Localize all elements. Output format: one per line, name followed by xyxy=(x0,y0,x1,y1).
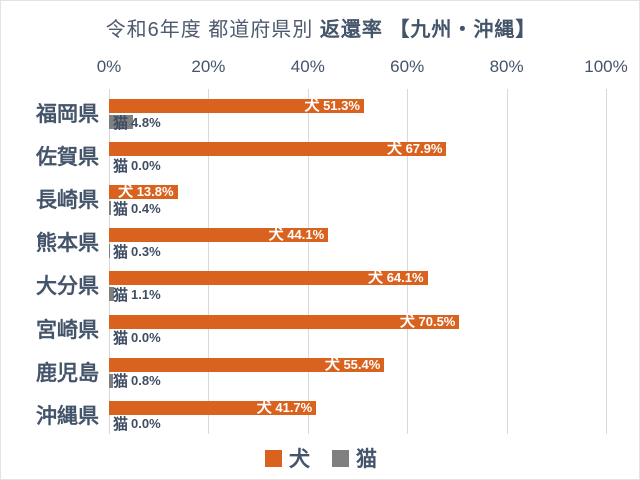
dog-bar: 犬 13.8% xyxy=(109,183,178,201)
cat-value-label: 猫 0.0% xyxy=(113,157,161,175)
cat-value-label: 猫 0.3% xyxy=(113,243,161,261)
dog-value-label: 犬 51.3% xyxy=(304,97,360,114)
dog-bar: 犬 70.5% xyxy=(109,312,460,330)
dog-value-label: 犬 67.9% xyxy=(386,140,443,158)
dog-bar: 犬 44.1% xyxy=(109,226,329,244)
cat-value-label: 猫 0.4% xyxy=(113,200,161,218)
dog-bar: 犬 67.9% xyxy=(109,140,447,158)
category-label: 福岡県 xyxy=(36,103,99,126)
cat-value-label: 猫 0.0% xyxy=(113,330,161,347)
gridline xyxy=(606,89,607,434)
legend-item-cat: 猫 xyxy=(332,443,377,473)
dog-bar: 犬 64.1% xyxy=(109,269,428,287)
cat-value-label: 猫 4.8% xyxy=(113,114,161,132)
x-axis-tick-label: 80% xyxy=(489,57,524,76)
cat-value-label: 猫 0.0% xyxy=(113,416,161,434)
legend-label-cat: 猫 xyxy=(356,448,377,471)
chart-title-regular: 令和6年度 都道府県別 xyxy=(105,19,320,41)
dog-bar: 犬 51.3% xyxy=(109,97,364,114)
x-axis-tick-label: 0% xyxy=(96,57,122,76)
cat-value-label: 猫 0.8% xyxy=(113,373,161,391)
legend-swatch-dog xyxy=(265,449,282,467)
cat-bar xyxy=(109,373,113,388)
category-label: 熊本県 xyxy=(36,232,99,256)
gridline xyxy=(407,89,409,434)
x-axis-tick-label: 100% xyxy=(584,57,628,76)
x-axis-tick-label: 40% xyxy=(290,57,325,76)
x-axis-tick-label: 60% xyxy=(390,57,425,76)
gridline xyxy=(109,89,110,434)
legend-swatch-cat xyxy=(332,449,349,467)
dog-value-label: 犬 55.4% xyxy=(324,355,381,373)
dog-bar: 犬 55.4% xyxy=(109,355,385,373)
category-label: 沖縄県 xyxy=(36,404,99,428)
x-axis-tick-label: 20% xyxy=(191,57,226,76)
cat-bar xyxy=(109,244,111,259)
chart-title: 令和6年度 都道府県別 返還率 【九州・沖縄】 xyxy=(1,13,639,42)
cat-bar xyxy=(109,201,111,216)
legend-item-dog: 犬 xyxy=(265,443,310,473)
cat-bar xyxy=(109,115,133,129)
legend: 犬猫 xyxy=(1,443,639,473)
category-label: 宮崎県 xyxy=(36,318,99,342)
chart-title-emphasis: 返還率 【九州・沖縄】 xyxy=(319,19,537,41)
dog-value-label: 犬 13.8% xyxy=(118,183,174,201)
category-label: 大分県 xyxy=(36,275,99,299)
gridline xyxy=(208,89,210,434)
cat-value-label: 猫 1.1% xyxy=(113,286,161,304)
dog-value-label: 犬 64.1% xyxy=(368,269,424,287)
category-label: 佐賀県 xyxy=(36,146,99,170)
dog-bar: 犬 41.7% xyxy=(109,398,317,416)
gridline xyxy=(307,89,309,434)
dog-value-label: 犬 44.1% xyxy=(268,226,325,244)
category-label: 鹿児島 xyxy=(36,361,99,385)
cat-bar xyxy=(109,287,115,302)
gridline xyxy=(506,89,508,434)
category-label: 長崎県 xyxy=(36,189,99,213)
legend-label-dog: 犬 xyxy=(289,448,310,471)
dog-value-label: 犬 41.7% xyxy=(256,398,313,416)
dog-value-label: 犬 70.5% xyxy=(399,312,456,330)
